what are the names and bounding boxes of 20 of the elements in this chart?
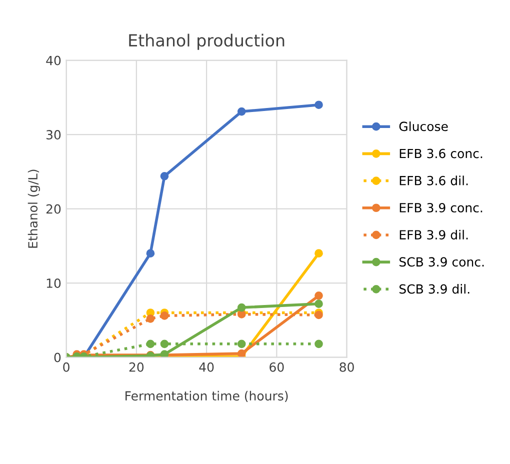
y-tick-label: 40	[46, 56, 61, 66]
y-tick-label: 30	[46, 130, 61, 140]
y-axis-title: Ethanol (g/L)	[28, 170, 40, 248]
y-tick-label: 0	[54, 352, 61, 362]
legend-label: EFB 3.6 conc.	[400, 148, 482, 158]
x-tick-label: 60	[270, 362, 284, 372]
x-tick-label: 40	[199, 362, 214, 372]
legend-label: SCB 3.9 dil.	[399, 284, 470, 294]
legend-label: EFB 3.9 dil.	[400, 230, 468, 240]
x-axis-title: Fermentation time (hours)	[126, 390, 288, 402]
legend-label: Glucose	[399, 121, 448, 132]
legend-label: SCB 3.9 conc.	[399, 257, 484, 267]
y-tick-label: 20	[46, 204, 61, 214]
chart-title: Ethanol production	[129, 34, 284, 50]
x-tick-label: 0	[63, 362, 70, 372]
y-tick-label: 10	[46, 278, 61, 288]
x-tick-label: 80	[340, 362, 354, 372]
legend-label: EFB 3.6 dil.	[400, 176, 468, 186]
x-tick-label: 20	[129, 362, 144, 372]
legend-label: EFB 3.9 conc.	[400, 202, 482, 212]
